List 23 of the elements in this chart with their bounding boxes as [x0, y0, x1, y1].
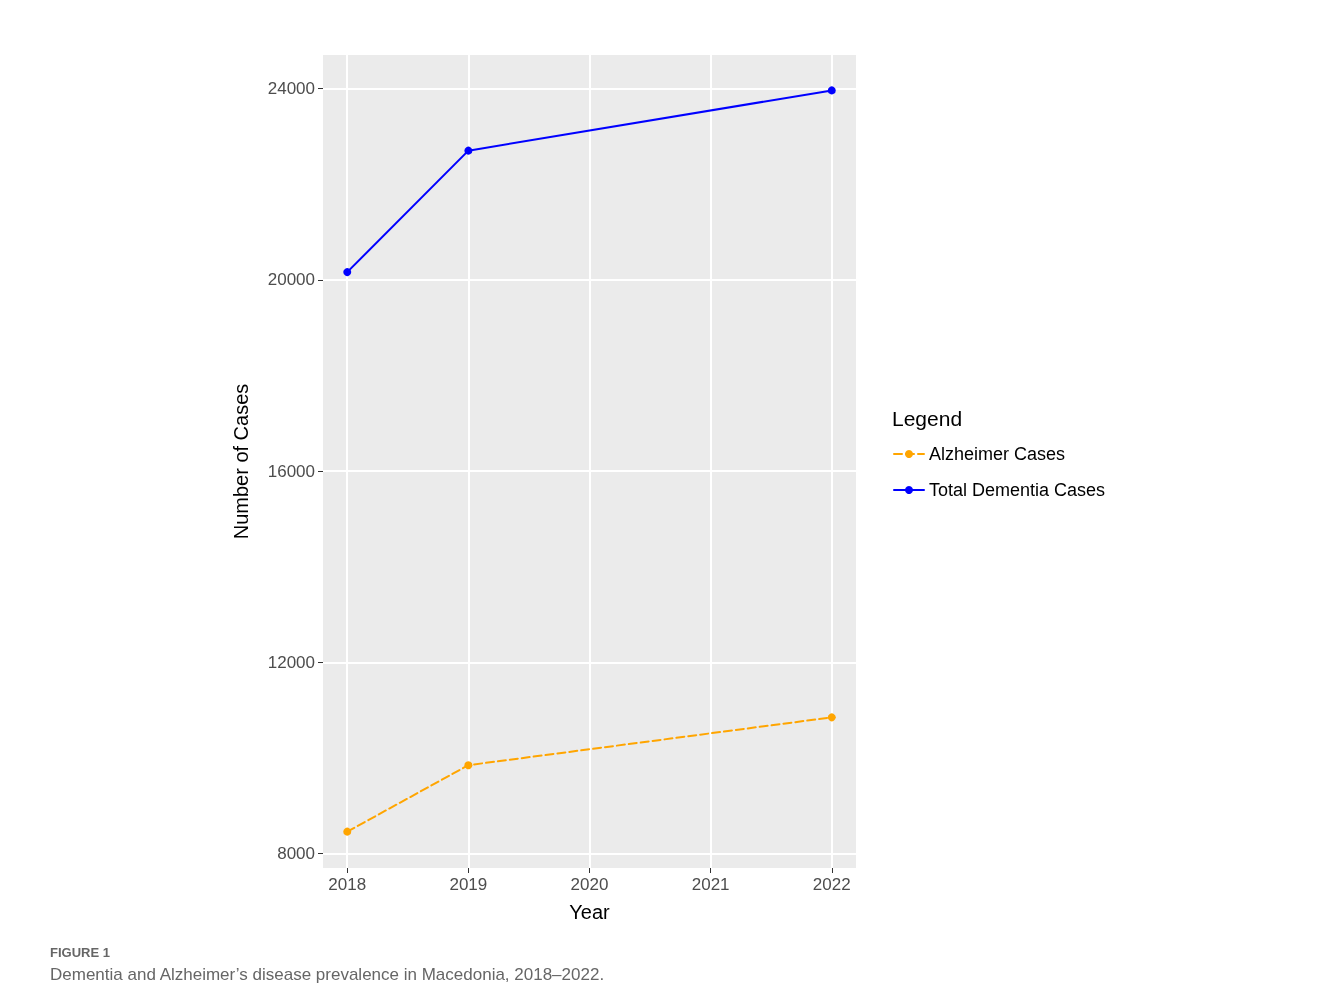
x-tick-label: 2022	[812, 875, 851, 894]
legend-title: Legend	[892, 407, 963, 430]
x-tick-label: 2021	[691, 875, 730, 894]
point	[343, 827, 352, 836]
y-tick-label: 20000	[267, 270, 315, 290]
point	[343, 268, 352, 277]
caption: FIGURE 1	[50, 945, 110, 960]
legend-label: Alzheimer Cases	[929, 444, 1066, 464]
y-axis-title: Number of Cases	[230, 383, 252, 540]
x-tick-label: 2018	[328, 875, 367, 894]
x-tick-label: 2019	[449, 875, 488, 894]
y-tick-label: 16000	[267, 461, 315, 481]
point	[464, 761, 473, 770]
x-axis-title: Year	[569, 901, 611, 923]
text: Dementia and Alzheimer’s disease prevalence in Macedonia, 2018–2022.	[50, 965, 605, 984]
y-tick-label: 12000	[267, 652, 315, 672]
y-tick-label: 24000	[267, 78, 315, 98]
x-tick-label: 2020	[570, 875, 609, 894]
y-tick-label: 8000	[277, 844, 315, 864]
point	[464, 146, 473, 155]
legend-label: Total Dementia Cases	[929, 480, 1106, 500]
point	[827, 86, 836, 95]
point	[827, 713, 836, 722]
